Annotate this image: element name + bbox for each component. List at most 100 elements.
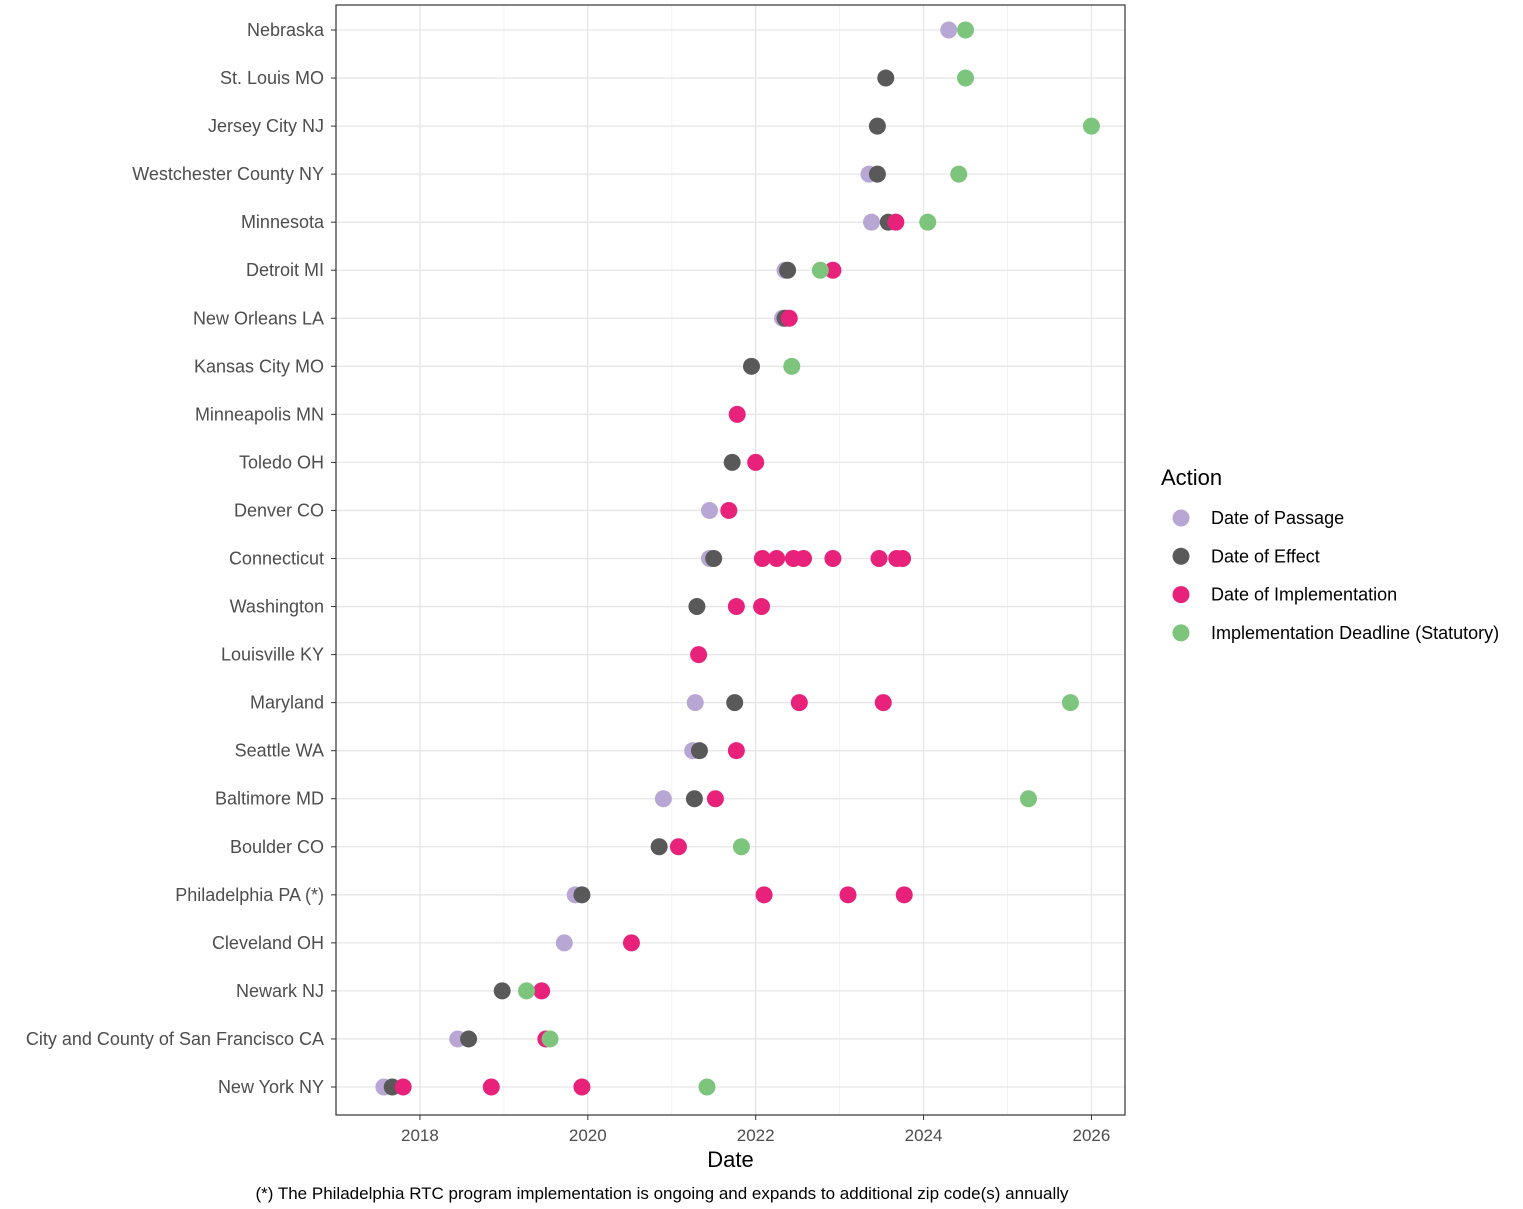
x-axis-ticks: 2018 2020 2022 2024 2026 [401, 1115, 1110, 1145]
y-tick-label-connecticut: Connecticut [229, 549, 324, 569]
point-implementation-deadline-statutory-kansas-city-mo [783, 357, 801, 375]
point-date-of-implementation-connecticut [768, 550, 786, 567]
x-tick-label-2026: 2026 [1073, 1126, 1111, 1145]
point-date-of-implementation-new-york-ny [394, 1078, 412, 1096]
point-date-of-effect-boulder-co [650, 838, 668, 856]
y-tick-label-philadelphia-pa: Philadelphia PA (*) [175, 885, 324, 905]
point-date-of-implementation-new-york-ny [573, 1078, 591, 1096]
point-implementation-deadline-statutory-maryland [1061, 694, 1079, 712]
point-date-of-implementation-new-york-ny [482, 1078, 500, 1096]
y-tick-label-seattle-wa: Seattle WA [235, 741, 324, 761]
point-date-of-implementation-detroit-mi [824, 261, 842, 279]
point-date-of-implementation-minneapolis-mn [728, 405, 746, 423]
point-date-of-effect-washington [688, 598, 706, 616]
legend-label-date-of-implementation: Date of Implementation [1211, 585, 1397, 605]
point-date-of-implementation-denver-co [720, 501, 738, 519]
x-tick-label-2020: 2020 [569, 1126, 607, 1145]
chart-caption: (*) The Philadelphia RTC program impleme… [255, 1184, 1069, 1203]
data-points [375, 21, 1100, 1096]
legend-key-date-of-passage [1172, 509, 1190, 527]
point-date-of-implementation-minnesota [887, 213, 905, 231]
point-implementation-deadline-statutory-westchester-county-ny [950, 165, 968, 183]
point-date-of-effect-philadelphia-pa [573, 886, 591, 904]
point-date-of-passage-baltimore-md [654, 790, 672, 808]
point-implementation-deadline-statutory-newark-nj [518, 982, 536, 1000]
point-date-of-effect-jersey-city-nj [868, 117, 886, 135]
point-date-of-effect-kansas-city-mo [742, 357, 760, 375]
point-date-of-passage-denver-co [701, 501, 719, 519]
point-date-of-implementation-connecticut [894, 550, 912, 567]
point-date-of-implementation-toledo-oh [747, 453, 765, 471]
y-tick-label-baltimore-md: Baltimore MD [215, 789, 324, 809]
point-date-of-implementation-new-orleans-la [780, 309, 798, 327]
point-date-of-effect-connecticut [705, 550, 723, 567]
point-date-of-implementation-connecticut [753, 550, 771, 567]
y-tick-label-jersey-city-nj: Jersey City NJ [208, 116, 324, 136]
y-tick-label-new-york-ny: New York NY [218, 1077, 324, 1097]
point-implementation-deadline-statutory-baltimore-md [1019, 790, 1037, 808]
point-implementation-deadline-statutory-boulder-co [732, 838, 750, 856]
point-implementation-deadline-statutory-jersey-city-nj [1082, 117, 1100, 135]
legend-key-implementation-deadline-statutory [1172, 624, 1190, 642]
category-labels: Nebraska St. Louis MO Jersey City NJ Westch… [26, 20, 336, 1097]
y-tick-label-westchester-county-ny: Westchester County NY [132, 164, 324, 184]
point-date-of-effect-westchester-county-ny [868, 165, 886, 183]
point-implementation-deadline-statutory-minnesota [919, 213, 937, 231]
y-tick-label-denver-co: Denver CO [234, 500, 324, 520]
point-date-of-passage-minnesota [863, 213, 881, 231]
point-date-of-implementation-philadelphia-pa [755, 886, 773, 904]
legend-key-date-of-effect [1172, 547, 1190, 565]
y-tick-label-nebraska: Nebraska [247, 20, 325, 40]
point-date-of-effect-maryland [726, 694, 744, 712]
point-date-of-effect-seattle-wa [690, 742, 708, 760]
point-date-of-implementation-maryland [874, 694, 892, 712]
point-implementation-deadline-statutory-city-and-county-of-san-francisco-ca [541, 1030, 559, 1048]
point-date-of-implementation-connecticut [870, 550, 888, 567]
y-tick-label-new-orleans-la: New Orleans LA [193, 308, 324, 328]
point-date-of-passage-nebraska [940, 21, 958, 39]
point-date-of-implementation-newark-nj [533, 982, 551, 1000]
point-implementation-deadline-statutory-nebraska [957, 21, 975, 39]
y-tick-label-city-and-county-of-san-francisco-ca: City and County of San Francisco CA [26, 1029, 324, 1049]
legend: Action Date of Passage Date of Effect Date… [1161, 465, 1499, 643]
y-tick-label-cleveland-oh: Cleveland OH [212, 933, 324, 953]
point-implementation-deadline-statutory-detroit-mi [811, 261, 829, 279]
y-tick-label-washington: Washington [230, 597, 324, 617]
y-tick-label-louisville-ky: Louisville KY [221, 645, 324, 665]
point-date-of-implementation-louisville-ky [690, 646, 708, 664]
point-date-of-effect-detroit-mi [779, 261, 797, 279]
plot-panel-border [335, 4, 1126, 1116]
point-date-of-implementation-philadelphia-pa [839, 886, 857, 904]
x-tick-label-2022: 2022 [737, 1126, 775, 1145]
y-tick-label-boulder-co: Boulder CO [230, 837, 324, 857]
point-date-of-implementation-maryland [790, 694, 808, 712]
point-date-of-passage-cleveland-oh [555, 934, 573, 952]
legend-key-date-of-implementation [1172, 586, 1190, 604]
point-date-of-implementation-washington [753, 598, 771, 616]
y-tick-label-toledo-oh: Toledo OH [239, 452, 324, 472]
legend-title: Action [1161, 465, 1222, 490]
point-date-of-implementation-connecticut [824, 550, 842, 567]
point-date-of-effect-newark-nj [493, 982, 511, 1000]
point-implementation-deadline-statutory-new-york-ny [698, 1078, 716, 1096]
point-implementation-deadline-statutory-st-louis-mo [957, 69, 975, 87]
y-tick-label-kansas-city-mo: Kansas City MO [194, 356, 324, 376]
point-date-of-implementation-boulder-co [669, 838, 687, 856]
point-date-of-effect-baltimore-md [685, 790, 703, 808]
point-date-of-effect-toledo-oh [723, 453, 741, 471]
point-date-of-implementation-baltimore-md [706, 790, 724, 808]
legend-label-implementation-deadline-statutory: Implementation Deadline (Statutory) [1211, 623, 1499, 643]
y-tick-label-minnesota: Minnesota [241, 212, 325, 232]
y-tick-label-minneapolis-mn: Minneapolis MN [195, 404, 324, 424]
x-tick-label-2024: 2024 [905, 1126, 943, 1145]
point-date-of-implementation-seattle-wa [727, 742, 745, 760]
point-date-of-effect-st-louis-mo [877, 69, 895, 87]
y-tick-label-maryland: Maryland [250, 693, 324, 713]
point-date-of-implementation-connecticut [795, 550, 813, 567]
legend-label-date-of-effect: Date of Effect [1211, 546, 1320, 566]
point-date-of-implementation-cleveland-oh [622, 934, 640, 952]
point-date-of-implementation-washington [727, 598, 745, 616]
y-tick-label-detroit-mi: Detroit MI [246, 260, 324, 280]
legend-label-date-of-passage: Date of Passage [1211, 508, 1344, 528]
